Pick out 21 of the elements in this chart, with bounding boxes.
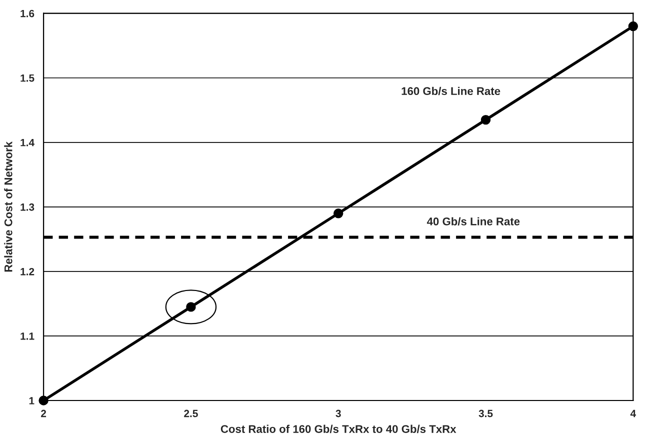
- x-tick-label: 2.5: [184, 410, 198, 418]
- y-tick-label: 1.2: [20, 268, 34, 276]
- y-tick-label: 1: [29, 397, 34, 404]
- y-axis-title: Relative Cost of Network: [4, 141, 12, 272]
- point: [628, 21, 638, 32]
- x-tick-label: 2: [41, 410, 46, 418]
- point: [38, 396, 48, 406]
- y-tick-label: 1.4: [20, 139, 34, 146]
- y-tick-label: 1.1: [20, 332, 34, 340]
- point: [186, 302, 196, 312]
- y-tick-label: 1.3: [20, 203, 34, 211]
- series-label: 160 Gb/s Line Rate: [402, 86, 500, 96]
- point: [333, 208, 344, 218]
- ref-line-label: 40 Gb/s Line Rate: [426, 217, 520, 226]
- x-axis-title: Cost Ratio of 160 Gb/s TxRx to 40 Gb/s TxRx: [220, 424, 456, 434]
- x-tick-label: 3: [336, 410, 341, 418]
- y-tick-label: 1.6: [20, 10, 34, 18]
- x-tick-label: 3.5: [478, 410, 493, 418]
- point: [480, 114, 491, 125]
- x-tick-label: 4: [630, 410, 636, 418]
- y-tick-label: 1.5: [20, 74, 34, 82]
